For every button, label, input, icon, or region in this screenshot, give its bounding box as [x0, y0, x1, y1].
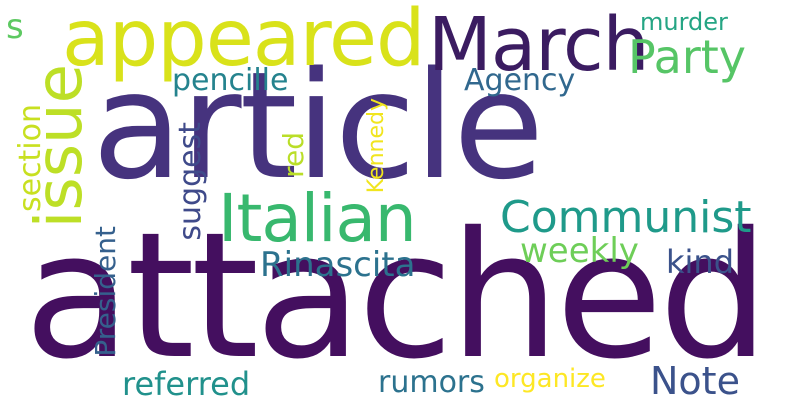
word-referred: referred [122, 365, 251, 403]
word-rumors: rumors [378, 365, 485, 400]
word-italian: Italian [218, 180, 417, 257]
word-kind: kind [666, 243, 735, 281]
word-appeared: appeared [62, 0, 425, 84]
word-attached: attached [24, 195, 769, 398]
word-communist: Communist [500, 192, 752, 243]
word-rinascita: Rinascita [260, 245, 416, 285]
word-murder: murder [640, 8, 728, 36]
word-section: section [13, 104, 48, 213]
word-s: s [6, 7, 24, 47]
word-party: Party [628, 30, 747, 84]
word-weekly: weekly [520, 231, 639, 271]
word-agency: Agency [464, 63, 576, 98]
word-article: article [92, 40, 544, 212]
word-note: Note [650, 359, 740, 403]
word-kennedy: Kennedy [364, 98, 389, 194]
word-pencille: pencille [172, 63, 289, 98]
word-suggest: suggest [173, 122, 208, 241]
word-organize: organize [494, 364, 606, 394]
word-president: President [89, 226, 122, 357]
word-march: March [428, 2, 650, 88]
word-red: red [277, 132, 310, 178]
